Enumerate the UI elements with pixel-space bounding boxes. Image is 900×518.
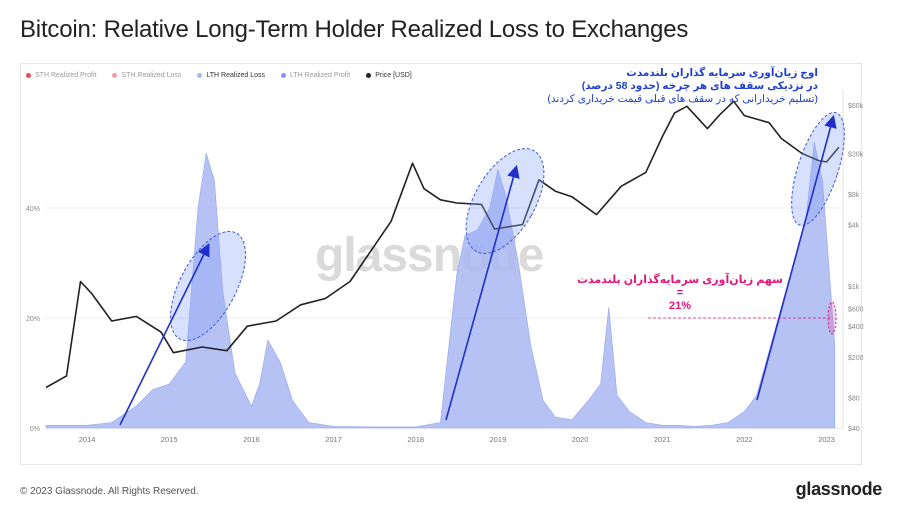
trend-arrow — [445, 164, 520, 421]
y-right-tick-label: $80 — [848, 395, 860, 402]
legend-label: STH Realized Profit — [35, 72, 97, 79]
legend-label: LTH Realized Loss — [206, 72, 266, 79]
chart-legend: STH Realized Profit STH Realized Loss LT… — [26, 72, 412, 79]
highlight-ellipse — [465, 148, 545, 254]
chart-title: Bitcoin: Relative Long-Term Holder Reali… — [20, 16, 689, 43]
x-tick-label: 2023 — [818, 435, 835, 444]
series-line-price — [45, 100, 840, 389]
legend-dot — [112, 73, 118, 78]
legend-item-price[interactable]: Price [USD] — [366, 72, 412, 79]
legend-label: STH Realized Loss — [121, 72, 182, 79]
legend-item-lth-realized-loss[interactable]: LTH Realized Loss — [197, 72, 265, 79]
y-right-tick-label: $8k — [848, 192, 860, 199]
trend-arrow — [756, 114, 837, 401]
y-right-tick-label: $600 — [848, 306, 864, 313]
annotation-peak-loss: اوج زیان‌آوری سرمایه گذاران بلندمدت در ن… — [547, 67, 818, 106]
y-right-tick-label: $60k — [848, 103, 864, 110]
legend-dot — [197, 73, 203, 78]
x-tick-label: 2018 — [407, 435, 424, 444]
legend-item-sth-realized-profit[interactable]: STH Realized Profit — [26, 72, 96, 79]
y-right-tick-label: $400 — [848, 324, 864, 331]
y-right-tick-label: $40 — [848, 426, 860, 433]
y-right-tick-label: $20k — [848, 151, 864, 158]
x-tick-label: 2020 — [572, 435, 589, 444]
y-right-tick-label: $200 — [848, 355, 864, 362]
series-area-lth-realized-loss — [45, 141, 836, 429]
x-tick-label: 2019 — [490, 435, 507, 444]
y-right-tick-label: $4k — [848, 222, 860, 229]
x-tick-label: 2017 — [325, 435, 342, 444]
legend-label: Price [USD] — [375, 72, 412, 79]
x-tick-label: 2021 — [654, 435, 671, 444]
annotation-line: (تسلیم خریدارانی که در سقف های قبلی قیمت… — [547, 93, 818, 105]
trend-arrow — [119, 243, 210, 426]
annotation-line: اوج زیان‌آوری سرمایه گذاران بلندمدت — [626, 67, 818, 79]
y-left-tick-label: 0% — [30, 426, 40, 433]
legend-item-lth-realized-profit[interactable]: LTH Realized Profit — [281, 72, 350, 79]
copyright: © 2023 Glassnode. All Rights Reserved. — [20, 486, 199, 497]
annotation-line: در نزدیکی سقف های هر چرخه (حدود 58 درصد) — [581, 80, 818, 92]
highlight-ellipse — [170, 230, 246, 342]
y-right-tick-label: $1k — [848, 284, 860, 291]
legend-dot — [366, 73, 372, 78]
y-left-tick-label: 20% — [26, 316, 40, 323]
legend-label: LTH Realized Profit — [290, 72, 351, 79]
legend-dot — [26, 73, 31, 78]
legend-dot — [281, 73, 287, 78]
annotation-line: = — [676, 287, 684, 299]
annotation-line: 21% — [668, 300, 692, 312]
annotation-line: سهم زیان‌آوری سرمایه‌گذاران بلندمدت — [577, 274, 783, 286]
x-tick-label: 2022 — [736, 435, 753, 444]
y-left-tick-label: 40% — [26, 206, 40, 213]
annotation-current-share: سهم زیان‌آوری سرمایه‌گذاران بلندمدت = 21… — [560, 274, 800, 313]
brand-logo[interactable]: glassnode — [795, 479, 883, 499]
x-tick-label: 2016 — [243, 435, 260, 444]
highlight-ellipse — [791, 112, 845, 226]
share-highlight-ellipse — [827, 301, 837, 335]
x-tick-label: 2014 — [79, 435, 96, 444]
legend-item-sth-realized-loss[interactable]: STH Realized Loss — [112, 72, 181, 79]
x-tick-label: 2015 — [161, 435, 178, 444]
